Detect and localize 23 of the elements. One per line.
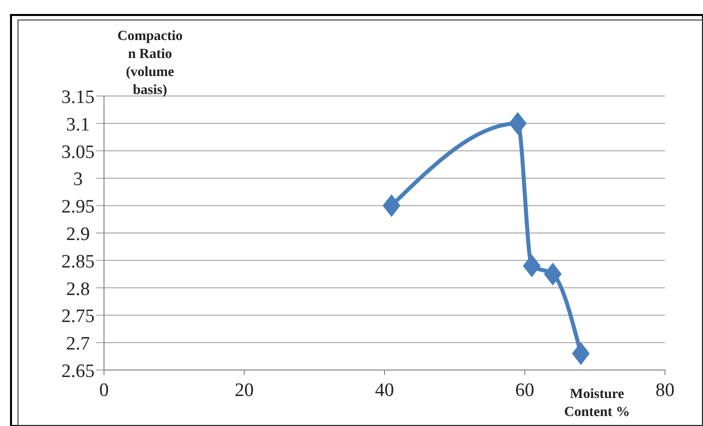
y-axis-title: Compaction Ratio (volume basis) (117, 29, 183, 98)
y-tick-label: 3.05 (61, 142, 95, 163)
point (508, 112, 527, 135)
x-tick-label: 60 (515, 380, 534, 401)
x-tick-label: 20 (234, 380, 254, 401)
point (544, 262, 562, 286)
x-tick-label: 40 (375, 380, 394, 401)
x-tick-label: 0 (99, 380, 109, 401)
x-axis-title: Moisture Content % (564, 387, 630, 420)
point (382, 194, 400, 217)
y-tick-label: 2.8 (66, 278, 90, 300)
y-tick-label: 2.9 (66, 224, 90, 245)
y-tick-label: 3 (73, 169, 83, 190)
y-tick-label: 2.75 (61, 306, 95, 328)
point (572, 342, 590, 365)
y-tick-label: 2.7 (66, 334, 90, 355)
y-tick-label: 2.95 (61, 196, 95, 218)
y-tick-label: 2.85 (61, 251, 95, 272)
y-tick-label: 2.65 (61, 361, 95, 382)
y-tick-label: 3.1 (66, 114, 90, 136)
point (522, 254, 541, 278)
x-tick-label: 80 (656, 380, 674, 401)
y-tick-label: 3.15 (61, 87, 95, 108)
